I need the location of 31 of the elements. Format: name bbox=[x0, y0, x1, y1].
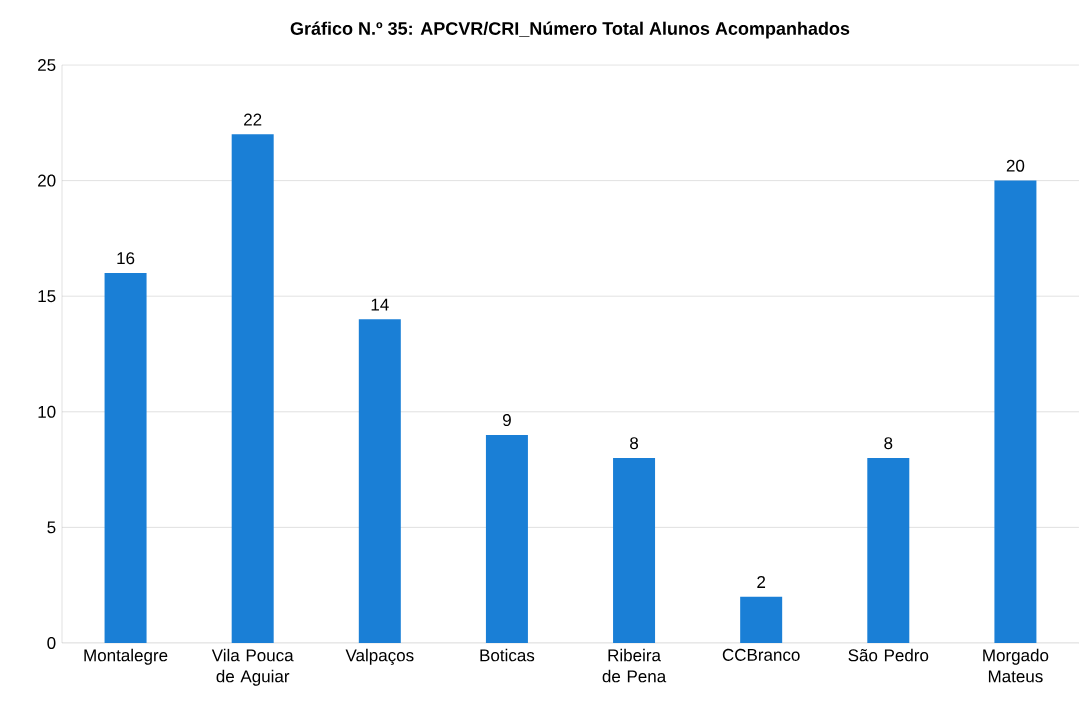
x-tick-label: Valpaços bbox=[345, 648, 414, 665]
x-tick-label: CCBranco bbox=[722, 648, 800, 661]
data-label: 14 bbox=[371, 298, 389, 311]
data-label: 20 bbox=[1006, 159, 1025, 172]
y-tick-label: 10 bbox=[38, 405, 56, 418]
data-label: 16 bbox=[117, 252, 135, 265]
y-tick-label: 25 bbox=[38, 58, 56, 72]
chart-title: Gráfico N.º 35: APCVR/CRI_Número Total Alunos Acompanhados bbox=[290, 21, 850, 39]
data-label: 22 bbox=[244, 113, 262, 126]
data-label: 8 bbox=[630, 437, 639, 450]
x-tick-label: Morgado Mateus bbox=[983, 648, 1049, 683]
y-tick-label: 15 bbox=[38, 290, 56, 303]
y-tick-label: 5 bbox=[47, 521, 56, 534]
bar bbox=[231, 134, 274, 643]
bar bbox=[867, 458, 910, 643]
y-tick-label: 0 bbox=[47, 636, 56, 650]
bar bbox=[613, 458, 656, 643]
bar bbox=[104, 273, 147, 643]
bar bbox=[994, 180, 1037, 643]
x-tick-label: Ribeira de Pena bbox=[602, 648, 667, 683]
x-tick-label: São Pedro bbox=[848, 648, 929, 662]
data-label: 2 bbox=[757, 576, 766, 588]
data-label: 9 bbox=[503, 414, 511, 427]
x-tick-label: Vila Pouca de Aguiar bbox=[211, 648, 294, 686]
bar bbox=[740, 596, 783, 643]
data-label: 8 bbox=[884, 437, 893, 450]
bar bbox=[485, 434, 528, 643]
y-tick-label: 20 bbox=[38, 174, 56, 187]
bar bbox=[358, 319, 401, 643]
x-tick-label: Montalegre bbox=[84, 648, 168, 665]
x-tick-label: Boticas bbox=[480, 648, 535, 662]
